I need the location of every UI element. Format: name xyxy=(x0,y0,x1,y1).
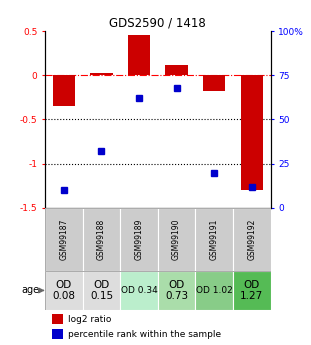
Bar xyxy=(120,271,158,310)
Text: GSM99188: GSM99188 xyxy=(97,219,106,260)
Bar xyxy=(128,34,150,75)
Text: OD
0.73: OD 0.73 xyxy=(165,280,188,301)
Bar xyxy=(165,65,188,75)
Bar xyxy=(120,208,158,271)
Bar xyxy=(203,75,225,91)
Bar xyxy=(52,314,63,324)
Bar xyxy=(195,208,233,271)
Bar xyxy=(45,208,83,271)
Bar xyxy=(158,208,195,271)
Text: OD
1.27: OD 1.27 xyxy=(240,280,263,301)
Text: GSM99192: GSM99192 xyxy=(247,219,256,260)
Text: age: age xyxy=(21,285,39,295)
Bar xyxy=(195,271,233,310)
Text: OD
0.08: OD 0.08 xyxy=(52,280,75,301)
Text: OD
0.15: OD 0.15 xyxy=(90,280,113,301)
Text: GSM99189: GSM99189 xyxy=(135,219,144,260)
Text: OD 1.02: OD 1.02 xyxy=(196,286,233,295)
Bar xyxy=(158,271,195,310)
Bar xyxy=(52,329,63,339)
Bar xyxy=(240,75,263,190)
Bar xyxy=(233,208,271,271)
Bar xyxy=(83,208,120,271)
Bar xyxy=(53,75,75,106)
Text: GSM99187: GSM99187 xyxy=(59,219,68,260)
Bar xyxy=(90,73,113,75)
Bar xyxy=(83,271,120,310)
Text: GSM99190: GSM99190 xyxy=(172,219,181,260)
Text: OD 0.34: OD 0.34 xyxy=(121,286,157,295)
Text: percentile rank within the sample: percentile rank within the sample xyxy=(68,330,221,339)
Text: log2 ratio: log2 ratio xyxy=(68,315,111,324)
Title: GDS2590 / 1418: GDS2590 / 1418 xyxy=(109,17,206,30)
Bar xyxy=(233,271,271,310)
Bar xyxy=(45,271,83,310)
Text: GSM99191: GSM99191 xyxy=(210,219,219,260)
